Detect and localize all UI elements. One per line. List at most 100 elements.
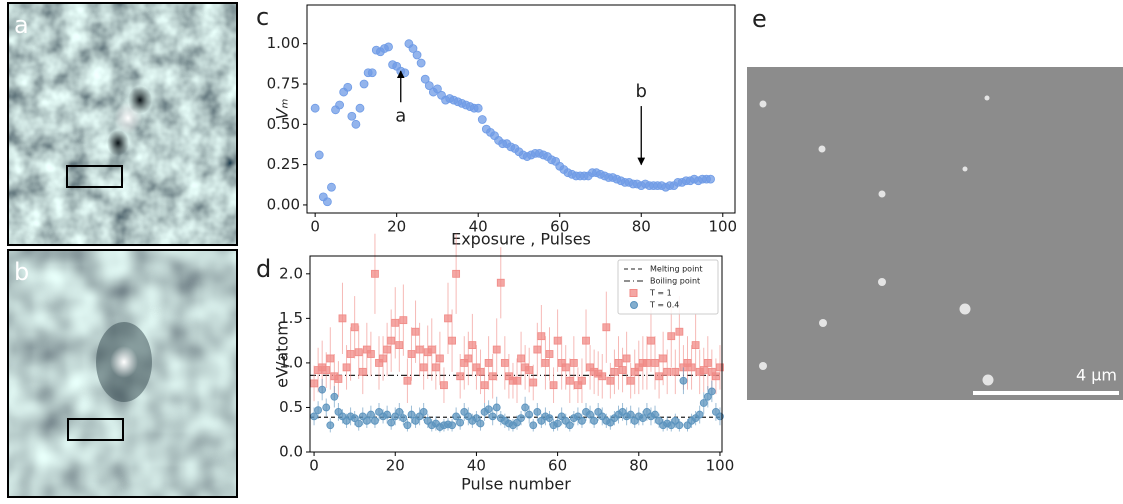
point — [683, 359, 692, 367]
point — [675, 421, 684, 430]
point — [379, 354, 387, 363]
point — [598, 372, 607, 381]
point — [314, 150, 324, 160]
point — [415, 345, 424, 354]
point — [384, 42, 393, 52]
point — [712, 372, 720, 381]
point — [420, 74, 430, 84]
point — [407, 410, 416, 419]
point — [699, 399, 708, 407]
point — [484, 405, 493, 414]
point — [375, 359, 383, 367]
point — [343, 82, 353, 92]
point — [500, 359, 509, 367]
panel-label: d — [256, 255, 271, 283]
point — [561, 363, 570, 372]
point — [346, 350, 355, 358]
point — [395, 341, 404, 349]
point — [590, 416, 599, 425]
point — [456, 418, 465, 427]
point — [448, 336, 456, 345]
legend-label: Melting point — [650, 265, 703, 274]
point — [630, 367, 639, 376]
point — [574, 381, 582, 390]
point — [691, 341, 700, 349]
point — [569, 359, 578, 367]
y-tick-label: 1.0 — [279, 353, 303, 371]
x-tick-label: 80 — [632, 218, 651, 236]
point — [391, 318, 400, 327]
point — [310, 379, 318, 388]
point — [477, 115, 487, 124]
point — [549, 381, 558, 390]
point — [545, 350, 554, 358]
point — [395, 408, 404, 416]
point — [448, 421, 456, 430]
point — [335, 100, 345, 110]
point — [488, 412, 497, 421]
point — [484, 359, 493, 367]
point — [545, 414, 554, 423]
point — [407, 350, 416, 358]
point — [387, 418, 396, 427]
point — [314, 406, 323, 415]
point — [411, 327, 420, 336]
point — [322, 403, 331, 412]
plot-frame — [309, 255, 723, 453]
point — [578, 416, 586, 425]
point — [355, 103, 365, 113]
point — [403, 421, 412, 430]
y-tick-label: 0.5 — [279, 398, 303, 416]
point — [358, 367, 367, 376]
x-tick-label: 100 — [706, 457, 735, 475]
legend-swatch — [629, 289, 638, 297]
point — [412, 50, 422, 60]
point — [424, 81, 434, 91]
point — [553, 419, 562, 428]
point — [347, 111, 357, 121]
point — [504, 372, 513, 381]
y-tick-label: 0.75 — [267, 75, 300, 93]
point — [383, 410, 392, 419]
point — [492, 345, 501, 354]
point — [622, 354, 631, 363]
point — [651, 410, 659, 419]
point — [327, 182, 336, 192]
point — [452, 412, 461, 421]
x-tick-label: 60 — [548, 457, 567, 475]
point — [582, 336, 590, 345]
point — [452, 269, 461, 278]
point — [435, 354, 444, 363]
point — [456, 372, 465, 381]
point — [513, 376, 521, 385]
panel-label: e — [752, 5, 767, 33]
y-tick-label: 1.00 — [267, 34, 300, 52]
point — [626, 410, 635, 419]
y-tick-label: 2.0 — [279, 264, 303, 282]
point — [318, 385, 327, 394]
panel-label: c — [256, 3, 269, 31]
y-tick-label: 0.50 — [267, 115, 300, 133]
point — [371, 269, 379, 278]
legend-label: T = 1 — [649, 289, 672, 298]
point — [667, 332, 676, 341]
point — [419, 408, 428, 416]
point — [643, 359, 651, 367]
point — [553, 336, 562, 345]
point — [444, 314, 452, 323]
point — [322, 366, 331, 374]
point — [517, 354, 525, 363]
point — [366, 350, 375, 358]
legend-swatch — [630, 301, 638, 309]
point — [403, 376, 412, 385]
x-axis-label: Exposure , Pulses — [451, 230, 591, 249]
point — [651, 359, 659, 367]
legend-label: T = 0.4 — [649, 301, 679, 310]
point — [366, 410, 375, 419]
point — [659, 354, 668, 363]
x-tick-label: 80 — [629, 457, 648, 475]
point — [517, 414, 525, 423]
y-tick-label: 0.00 — [267, 195, 300, 213]
point — [359, 79, 369, 89]
point — [350, 323, 359, 332]
